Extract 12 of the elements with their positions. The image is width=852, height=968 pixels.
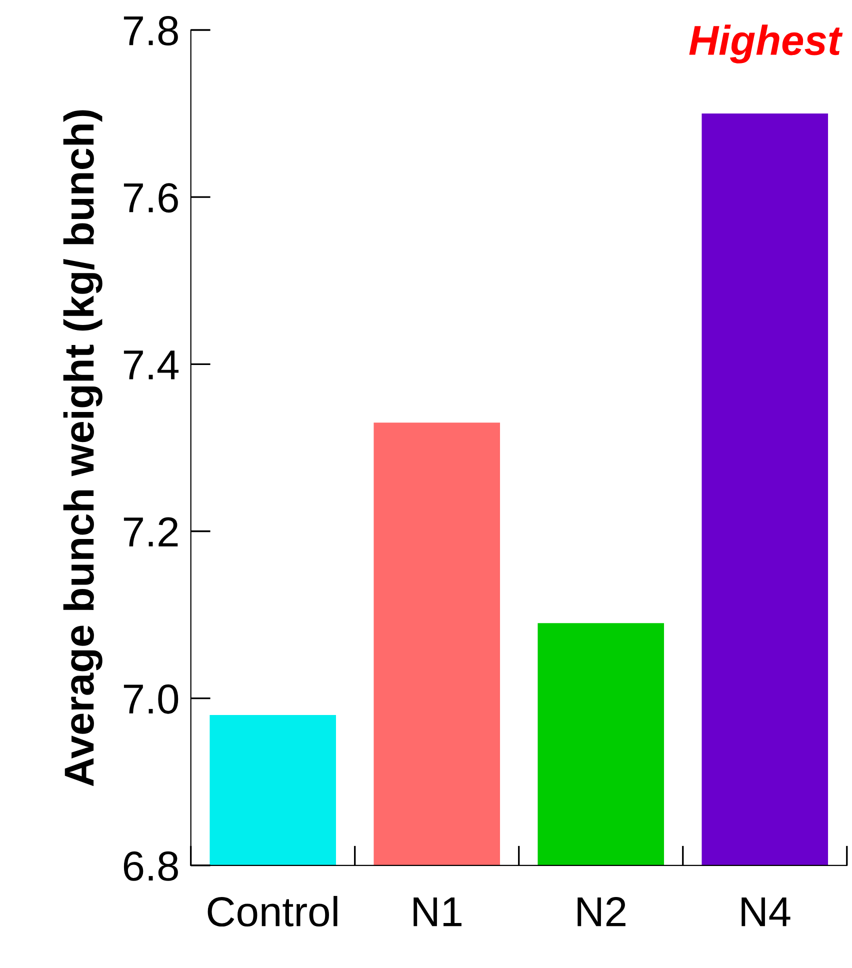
x-tick-label: N1 xyxy=(414,897,462,926)
annotation: Highest xyxy=(689,24,843,64)
x-tick-label: N2 xyxy=(578,897,626,926)
x-tick-label: Control xyxy=(208,896,338,927)
y-tick-label: 7.6 xyxy=(124,183,178,213)
y-tick-label: 7.2 xyxy=(124,517,178,546)
y-tick-label: 7.4 xyxy=(124,350,179,380)
y-tick-label: 7.8 xyxy=(124,16,178,46)
x-tick-label: N4 xyxy=(742,897,790,926)
y-tick-label: 6.8 xyxy=(124,851,178,881)
y-axis-title: Average bunch weight (kg/ bunch) xyxy=(63,110,102,786)
y-tick-label: 7.0 xyxy=(124,684,178,714)
